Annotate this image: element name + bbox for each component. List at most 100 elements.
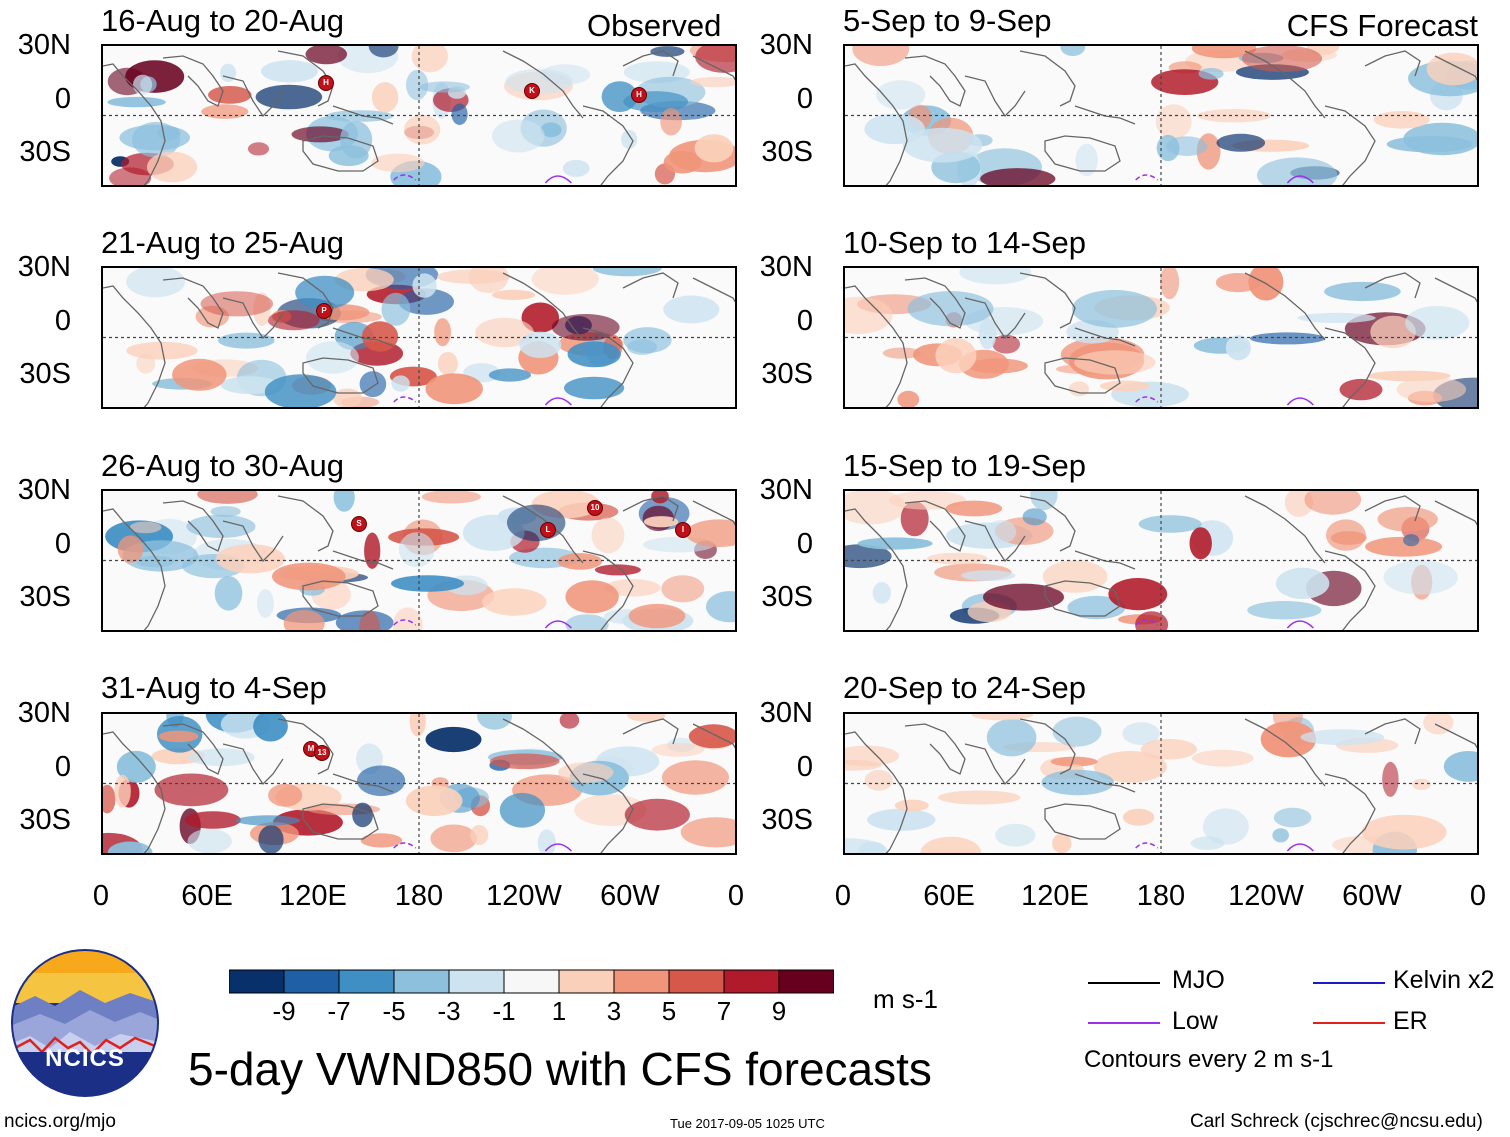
anomaly-blob bbox=[256, 589, 274, 618]
anomaly-blob bbox=[688, 724, 735, 749]
anomaly-blob bbox=[980, 168, 1056, 185]
coastline bbox=[845, 731, 908, 853]
anomaly-blob bbox=[986, 718, 1037, 757]
anomaly-blob bbox=[857, 537, 933, 550]
coastline bbox=[964, 743, 1026, 786]
panel-title-obs-1: 16-Aug to 20-Aug bbox=[101, 3, 345, 38]
logo-text: NCICS bbox=[45, 1045, 125, 1072]
anomaly-blob bbox=[937, 790, 1021, 805]
lon-label-right: 120E bbox=[1021, 880, 1089, 912]
coastline bbox=[622, 718, 679, 745]
anomaly-blob bbox=[220, 376, 279, 394]
coastline bbox=[582, 327, 634, 407]
anomaly-blob bbox=[945, 500, 1003, 517]
anomaly-blob bbox=[1191, 46, 1257, 59]
lat-label: 30S bbox=[761, 804, 813, 836]
coastline bbox=[582, 773, 634, 853]
anomaly-blob bbox=[858, 841, 886, 853]
anomaly-blob bbox=[332, 388, 362, 407]
coastline bbox=[582, 105, 634, 185]
anomaly-blob bbox=[492, 119, 545, 153]
coastline bbox=[1324, 105, 1376, 185]
anomaly-blob bbox=[184, 811, 241, 829]
coastline bbox=[162, 277, 224, 329]
anomaly-blob bbox=[690, 76, 735, 88]
anomaly-blob bbox=[214, 576, 243, 611]
anomaly-blob bbox=[489, 753, 560, 770]
footer-url[interactable]: ncics.org/mjo bbox=[4, 1111, 116, 1132]
coastline bbox=[904, 55, 966, 107]
map-panel-fc-3 bbox=[843, 489, 1479, 632]
coastline bbox=[1044, 580, 1121, 617]
anomaly-blob bbox=[971, 714, 1034, 721]
anomaly-blob bbox=[136, 353, 156, 374]
coastline bbox=[1019, 50, 1076, 107]
lon-label-right: 180 bbox=[1136, 880, 1186, 912]
anomaly-blob bbox=[1122, 722, 1160, 745]
anomaly-blob bbox=[661, 575, 705, 603]
coastline bbox=[1324, 550, 1376, 630]
anomaly-blob bbox=[1050, 756, 1098, 767]
anomaly-blob bbox=[364, 532, 381, 569]
anomaly-blob bbox=[935, 338, 977, 374]
coastline bbox=[1044, 357, 1121, 394]
anomaly-blob bbox=[897, 390, 920, 407]
low-contour bbox=[544, 397, 572, 406]
anomaly-blob bbox=[1022, 508, 1047, 526]
anomaly-blob bbox=[255, 84, 323, 110]
coastline bbox=[1364, 495, 1421, 522]
coastline bbox=[1324, 773, 1376, 853]
lon-label-left: 120W bbox=[486, 880, 562, 912]
anomaly-blob bbox=[236, 815, 300, 826]
anomaly-blob bbox=[662, 760, 729, 795]
anomaly-blob bbox=[1249, 332, 1326, 345]
coastline bbox=[103, 508, 166, 630]
anomaly-blob bbox=[1367, 370, 1451, 382]
coastline bbox=[302, 357, 379, 394]
lon-label-left: 0 bbox=[92, 880, 110, 912]
anomaly-blob bbox=[172, 358, 227, 391]
storm-marker: L bbox=[540, 522, 556, 538]
anomaly-blob bbox=[558, 762, 614, 783]
anomaly-blob bbox=[888, 491, 967, 510]
anomaly-blob bbox=[208, 86, 252, 104]
anomaly-blob bbox=[1122, 808, 1155, 826]
storm-marker: K bbox=[524, 83, 540, 99]
coastline bbox=[692, 55, 735, 81]
anomaly-blob bbox=[531, 268, 599, 295]
anomaly-blob bbox=[867, 808, 936, 831]
anomaly-blob bbox=[333, 491, 355, 512]
coastline bbox=[277, 272, 334, 329]
anomaly-blob bbox=[557, 553, 603, 570]
lat-label: 30N bbox=[17, 29, 71, 61]
anomaly-blob bbox=[559, 714, 580, 729]
anomaly-blob bbox=[247, 142, 270, 156]
anomaly-blob bbox=[411, 46, 448, 73]
lon-label-left: 120E bbox=[279, 880, 347, 912]
anomaly-blob bbox=[519, 331, 562, 358]
colorbar-swatch bbox=[503, 969, 560, 994]
anomaly-blob bbox=[695, 46, 735, 73]
anomaly-blob bbox=[1192, 749, 1254, 767]
anomaly-blob bbox=[109, 167, 152, 185]
anomaly-blob bbox=[1365, 536, 1443, 557]
coastline bbox=[622, 50, 679, 77]
anomaly-blob bbox=[1339, 378, 1383, 401]
anomaly-blob bbox=[627, 714, 666, 722]
panel-title-fc-4: 20-Sep to 24-Sep bbox=[843, 670, 1087, 705]
anomaly-blob bbox=[1093, 751, 1167, 783]
anomaly-blob bbox=[295, 275, 355, 310]
anomaly-blob bbox=[200, 291, 274, 317]
anomaly-blob bbox=[392, 607, 423, 630]
anomaly-blob bbox=[594, 564, 641, 576]
anomaly-blob bbox=[218, 332, 275, 349]
low-contour bbox=[1135, 619, 1159, 626]
anomaly-blob bbox=[210, 506, 241, 517]
lon-label-right: 0 bbox=[1469, 880, 1487, 912]
ncics-logo bbox=[10, 948, 160, 1098]
legend-er-line bbox=[1313, 1022, 1385, 1024]
anomaly-blob bbox=[253, 714, 288, 742]
anomaly-blob bbox=[437, 352, 458, 376]
anomaly-blob bbox=[1225, 335, 1251, 361]
panel-title-obs-4: 31-Aug to 4-Sep bbox=[101, 670, 327, 705]
